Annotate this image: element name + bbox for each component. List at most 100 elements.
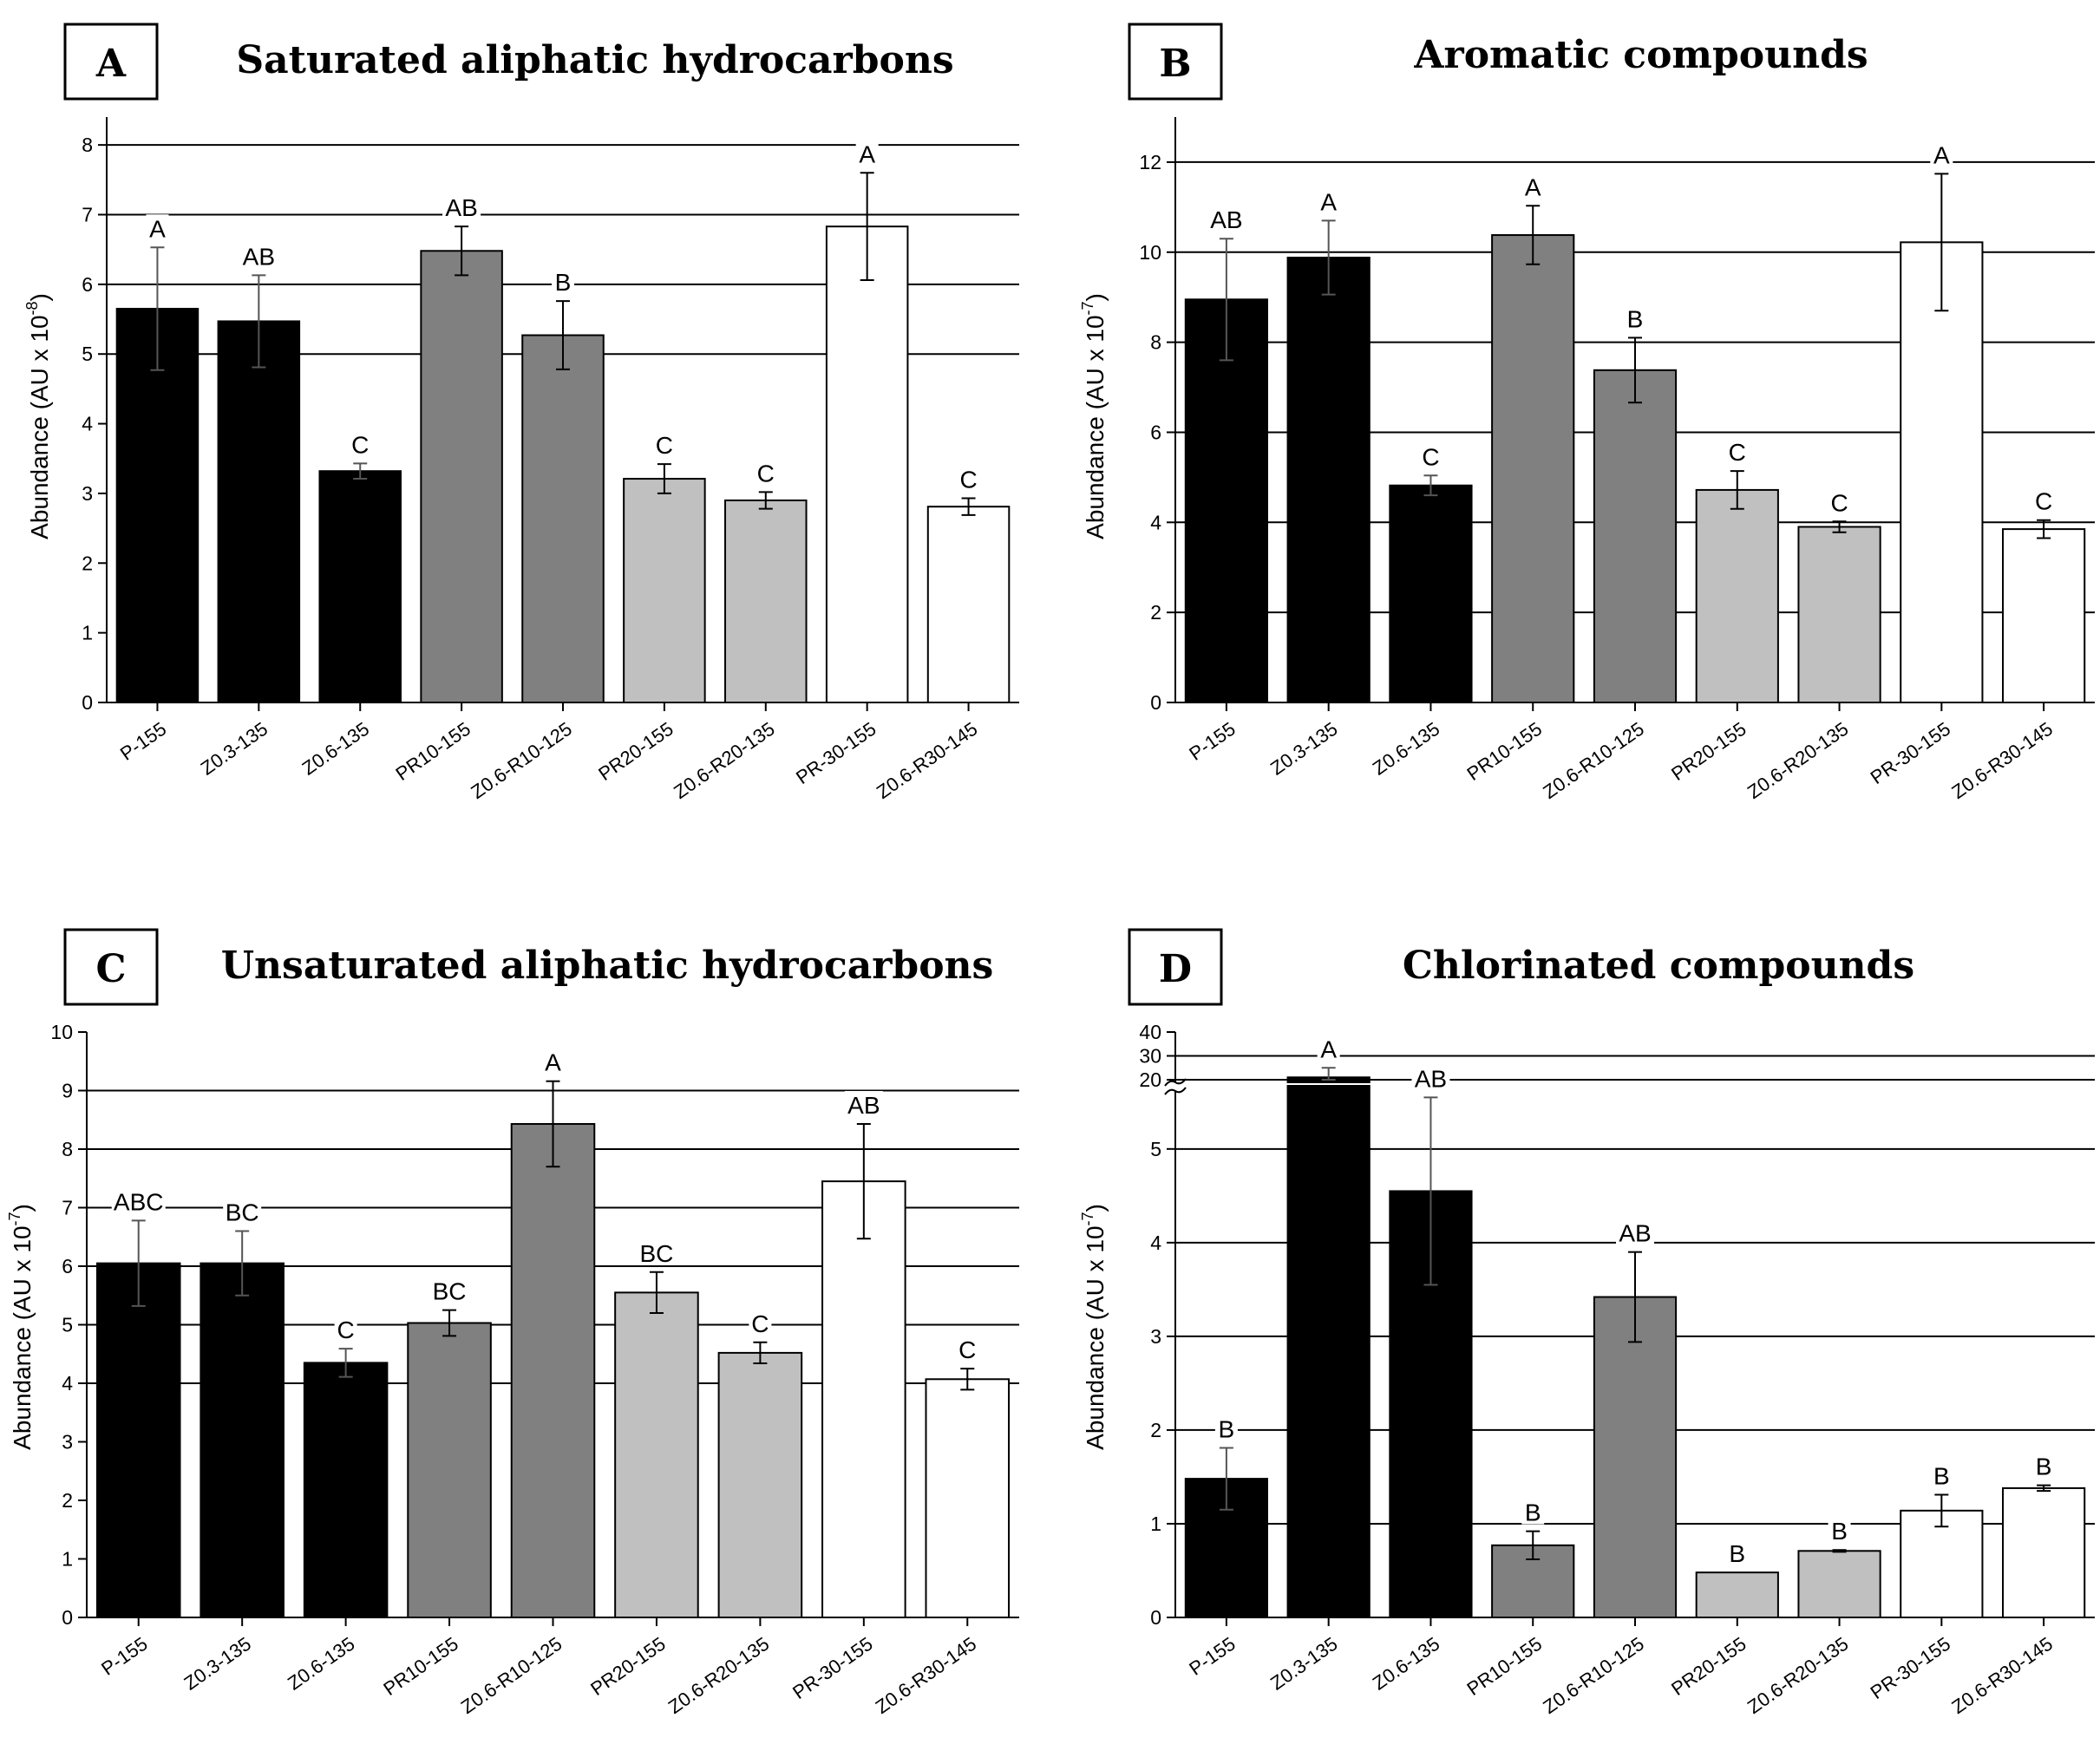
sig-label-bg: [111, 1187, 166, 1214]
y-tick-label: 9: [62, 1080, 73, 1102]
bar: [1286, 257, 1371, 703]
sig-label-bg: [1419, 442, 1443, 469]
y-axis-title-end: ): [9, 1204, 36, 1212]
significance-label: C: [351, 431, 369, 458]
y-tick-label: 0: [62, 1606, 73, 1629]
significance-label: A: [149, 215, 166, 242]
significance-label: BC: [639, 1240, 673, 1267]
significance-label: B: [1831, 1518, 1848, 1545]
significance-label: A: [1933, 141, 1950, 168]
x-tick-label: Z0.6-R20-135: [664, 1633, 774, 1718]
y-axis-title-main: Abundance (AU x 10: [1082, 1225, 1109, 1449]
sig-label-bg: [957, 465, 980, 492]
y-axis-title-end: ): [1082, 1204, 1109, 1212]
x-tick-label: Z0.6-135: [284, 1633, 358, 1695]
bar: [1184, 298, 1269, 703]
sig-label-bg: [223, 1198, 262, 1225]
bar: [1286, 1085, 1371, 1618]
bar: [217, 320, 301, 703]
y-axis-title-exponent: -7: [6, 1212, 23, 1225]
bar: [1797, 1550, 1881, 1619]
significance-label: A: [545, 1049, 561, 1076]
y-tick-label: 5: [62, 1314, 73, 1336]
sig-label-bg: [239, 242, 278, 269]
y-tick-label: 4: [62, 1372, 73, 1395]
sig-label-bg: [1828, 1517, 1851, 1544]
x-tick-label: Z0.6-R30-145: [873, 718, 982, 803]
y-tick-label: 2: [1150, 601, 1161, 624]
significance-label: A: [1320, 1036, 1337, 1062]
x-tick-label: Z0.6-135: [1369, 718, 1443, 780]
significance-label: B: [1729, 1540, 1745, 1567]
significance-label: AB: [1619, 1220, 1651, 1247]
panel-b-title: Aromatic compounds: [1413, 33, 1868, 77]
y-axis-title: Abundance (AU x 10-7): [1079, 1204, 1109, 1450]
y-axis-title-end: ): [26, 293, 53, 301]
y-tick-label: 30: [1139, 1045, 1161, 1068]
significance-label: ABC: [114, 1188, 164, 1215]
significance-label: BC: [226, 1199, 259, 1226]
y-tick-label: 40: [1139, 1021, 1161, 1043]
y-tick-label: 0: [1150, 1606, 1161, 1629]
sig-label-bg: [2032, 1452, 2056, 1479]
significance-label: C: [751, 1310, 769, 1337]
bar: [925, 1378, 1011, 1619]
x-tick-label: Z0.6-R20-135: [1743, 1633, 1853, 1718]
sig-label-bg: [1521, 1498, 1545, 1525]
x-tick-label: Z0.3-135: [1266, 1633, 1341, 1695]
y-tick-label: 0: [1150, 691, 1161, 714]
significance-label: AB: [847, 1092, 880, 1119]
panel-d-letter: D: [1159, 947, 1192, 991]
y-tick-label: 8: [1150, 331, 1161, 354]
sig-label-bg: [1624, 304, 1646, 331]
sig-label-bg: [552, 268, 574, 295]
y-axis-title-exponent: -8: [23, 301, 41, 315]
x-tick-label: PR-30-155: [788, 1633, 876, 1704]
axis-break-mark: [1164, 1078, 1187, 1095]
x-tick-label: Z0.6-R20-135: [1743, 718, 1853, 803]
x-tick-label: PR10-155: [379, 1633, 461, 1700]
sig-label-bg: [442, 193, 481, 220]
significance-label: B: [1525, 1499, 1541, 1526]
y-axis-title: Abundance (AU x 10-8): [23, 293, 53, 539]
bar: [303, 1362, 389, 1618]
x-tick-label: PR10-155: [391, 718, 474, 785]
y-tick-label: 12: [1139, 151, 1161, 173]
bar: [1900, 241, 1984, 704]
panel-b-letter: B: [1159, 42, 1191, 86]
panel-c-letter: C: [95, 947, 126, 991]
x-tick-label: Z0.3-135: [180, 1633, 255, 1695]
x-tick-label: P-155: [97, 1633, 151, 1680]
x-tick-label: Z0.6-R20-135: [670, 718, 779, 803]
x-tick-label: Z0.6-R30-145: [1947, 1633, 2057, 1718]
x-tick-label: PR-30-155: [792, 718, 880, 789]
sig-label-bg: [541, 1048, 565, 1075]
y-tick-label: 2: [62, 1489, 73, 1512]
x-tick-label: PR20-155: [594, 718, 677, 785]
y-tick-label: 4: [1150, 1232, 1161, 1254]
bar: [1695, 1571, 1779, 1618]
y-tick-label: 1: [82, 622, 93, 644]
significance-label: C: [1729, 439, 1746, 466]
sig-label-bg: [749, 1309, 772, 1336]
y-tick-label: 7: [82, 204, 93, 226]
panel-b-header: B Aromatic compounds: [1128, 23, 1868, 101]
y-tick-label: 8: [62, 1138, 73, 1160]
significance-label: B: [555, 269, 572, 296]
y-axis-title-exponent: -7: [1079, 301, 1096, 315]
sig-label-bg: [1521, 173, 1545, 199]
y-tick-label: 6: [62, 1255, 73, 1277]
sig-label-bg: [1930, 140, 1953, 167]
bar: [724, 499, 808, 704]
sig-label-bg: [430, 1277, 469, 1303]
sig-label-bg: [1214, 1414, 1238, 1441]
x-tick-label: P-155: [116, 718, 170, 765]
significance-label: A: [1525, 173, 1541, 200]
sig-label-bg: [637, 1238, 676, 1265]
y-tick-label: 0: [82, 691, 93, 714]
panel-d-header: D Chlorinated compounds: [1128, 928, 1914, 1006]
significance-label: AB: [1415, 1065, 1447, 1092]
